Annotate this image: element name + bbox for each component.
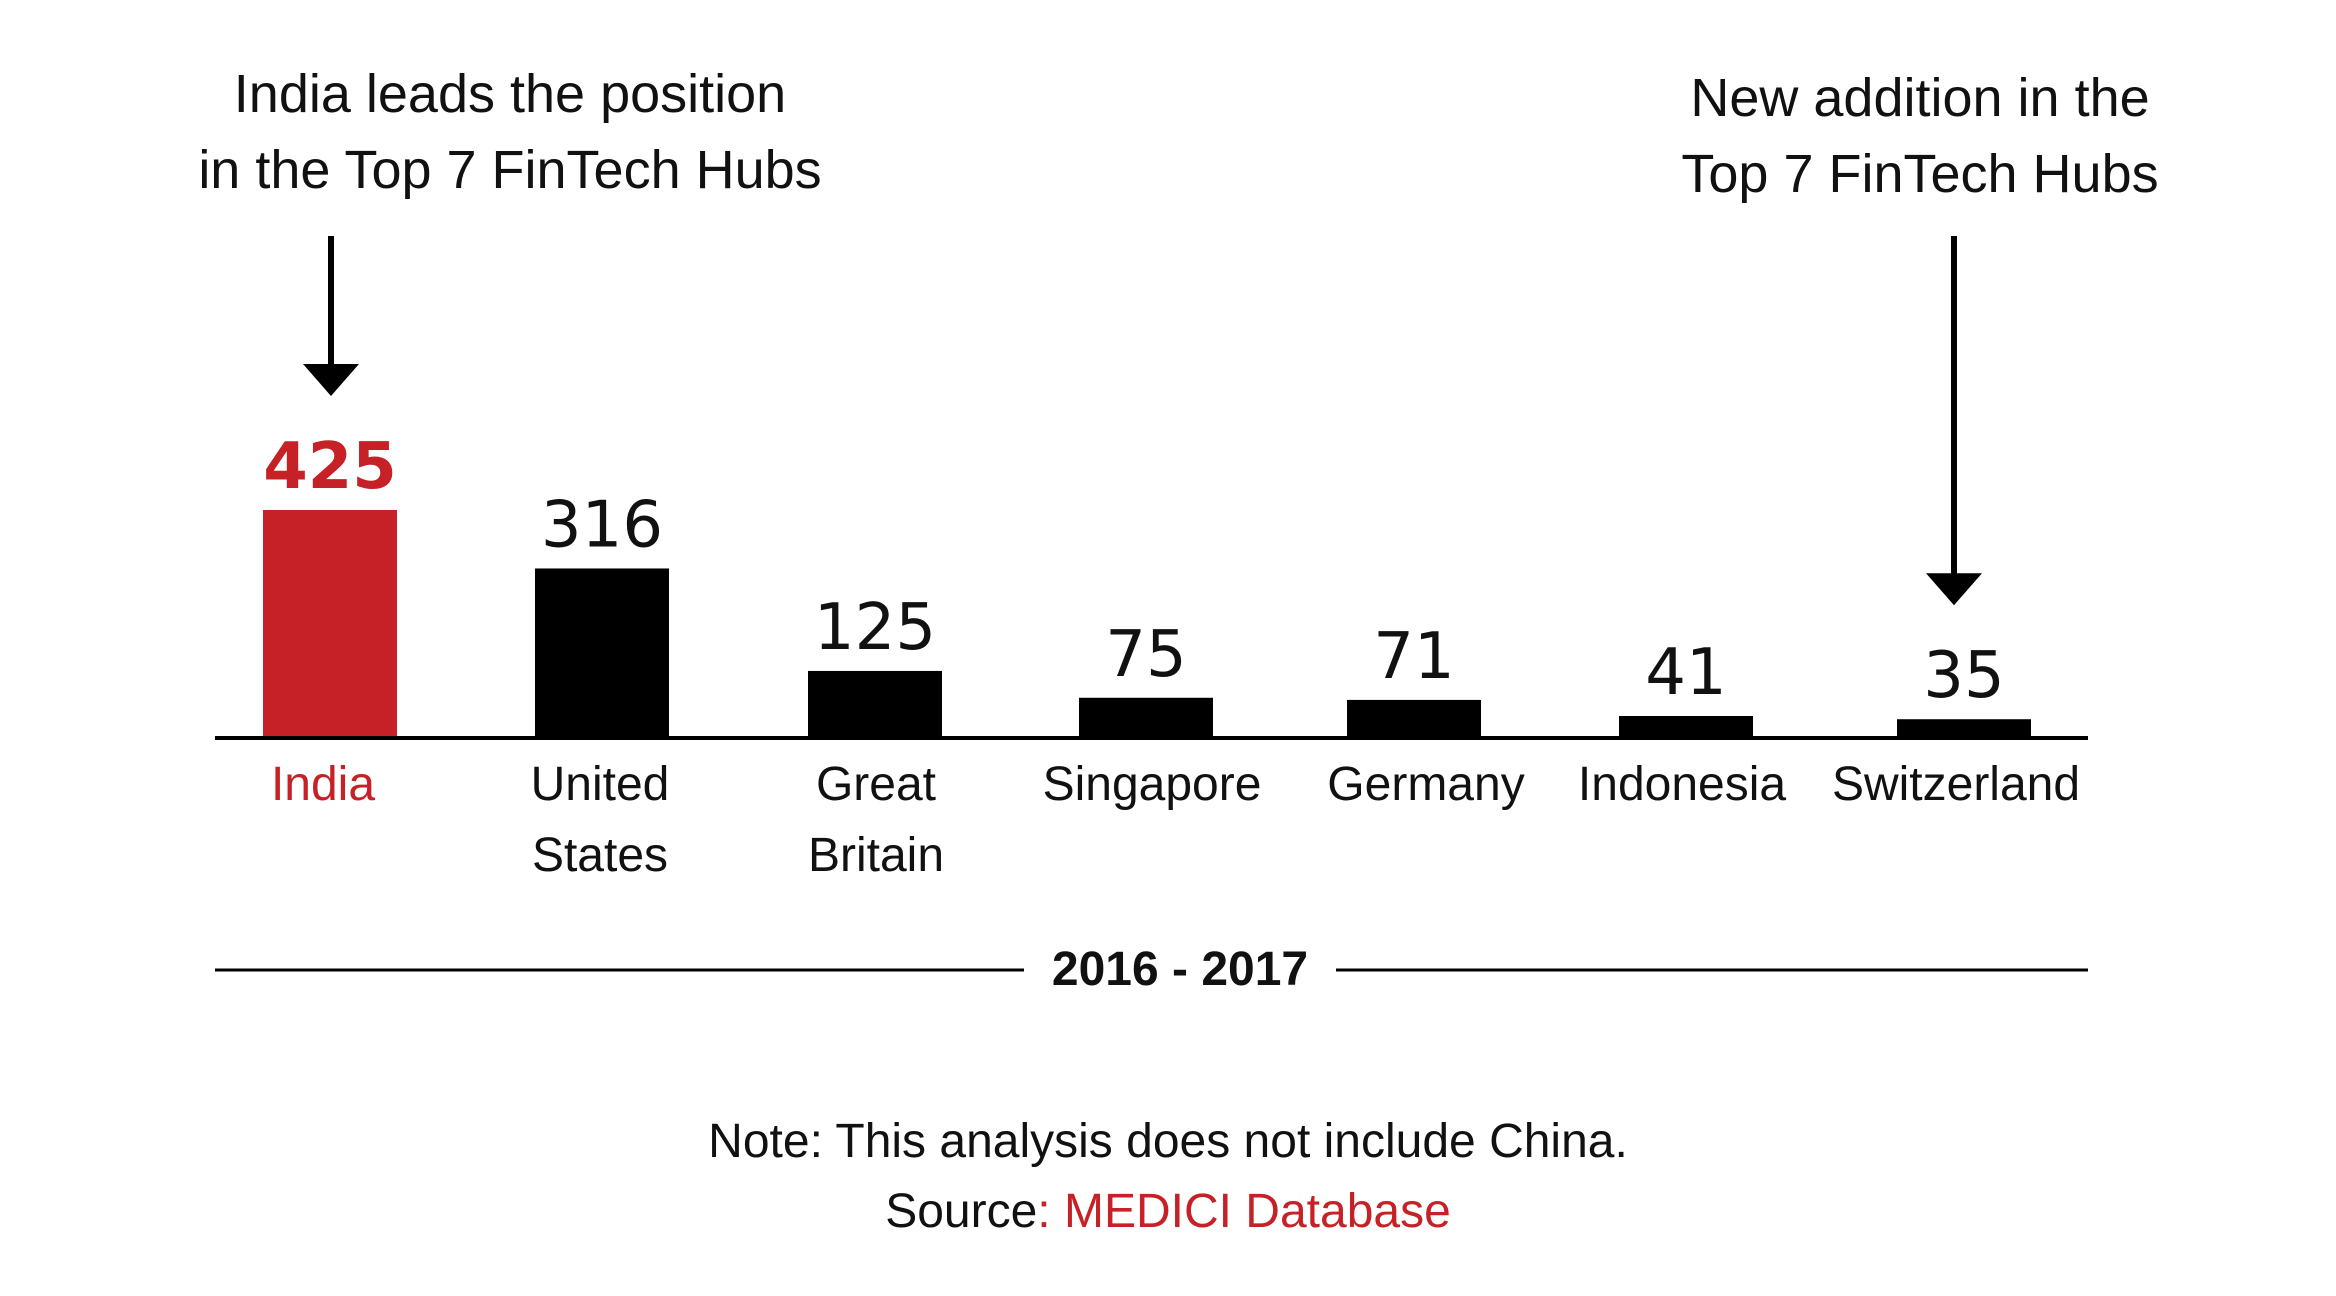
category-label-2-line0: Great — [816, 758, 936, 811]
source-line: Source: MEDICI Database — [0, 1182, 2336, 1242]
value-label-2: 125 — [814, 591, 936, 665]
value-label-0: 425 — [263, 430, 397, 504]
bar-2 — [808, 670, 942, 738]
switzerland-annotation-line2: Top 7 FinTech Hubs — [1681, 144, 2159, 204]
arrow-head — [303, 364, 359, 396]
value-label-5: 41 — [1645, 636, 1726, 710]
category-label-5-line0: Indonesia — [1578, 758, 1786, 811]
value-label-3: 75 — [1105, 618, 1186, 692]
value-label-6: 35 — [1923, 639, 2004, 713]
value-label-1: 316 — [541, 488, 663, 562]
bar-6 — [1897, 719, 2031, 738]
category-label-6-line0: Switzerland — [1832, 758, 2080, 811]
category-label-1-line1: States — [532, 829, 668, 882]
india-annotation: India leads the position in the Top 7 Fi… — [110, 56, 910, 208]
value-labels-group: 425 316 125 75 71 41 35 — [263, 430, 2005, 713]
category-label-2-line1: Britain — [808, 829, 944, 882]
value-label-4: 71 — [1373, 620, 1454, 694]
india-annotation-line2: in the Top 7 FinTech Hubs — [198, 140, 822, 200]
period-label-container: 2016 - 2017 — [200, 940, 2160, 1000]
category-label-0-line0: India — [271, 758, 375, 811]
bar-3 — [1079, 697, 1213, 738]
switzerland-annotation-line1: New addition in the — [1690, 68, 2150, 128]
category-label-3-line0: Singapore — [1043, 758, 1262, 811]
bars-group — [263, 510, 2031, 738]
bar-0 — [263, 510, 397, 738]
arrow-head — [1926, 573, 1982, 606]
bar-5 — [1619, 716, 1753, 738]
source-prefix: Source — [885, 1185, 1038, 1238]
arrows-group — [303, 236, 1982, 606]
source-name: : MEDICI Database — [1037, 1185, 1451, 1238]
category-label-4-line0: Germany — [1327, 758, 1524, 811]
footnote: Note: This analysis does not include Chi… — [708, 1115, 1628, 1168]
arrow-down-icon — [1926, 236, 1982, 606]
bar-1 — [535, 568, 669, 738]
switzerland-annotation: New addition in the Top 7 FinTech Hubs — [1600, 60, 2240, 212]
category-labels-group: India United States Great Britain Singapore Ge… — [271, 758, 2080, 882]
india-annotation-line1: India leads the position — [233, 64, 787, 124]
category-label-1-line0: United — [531, 758, 670, 811]
arrow-down-icon — [303, 236, 359, 396]
bar-4 — [1347, 699, 1481, 738]
period-label: 2016 - 2017 — [1023, 943, 1337, 996]
